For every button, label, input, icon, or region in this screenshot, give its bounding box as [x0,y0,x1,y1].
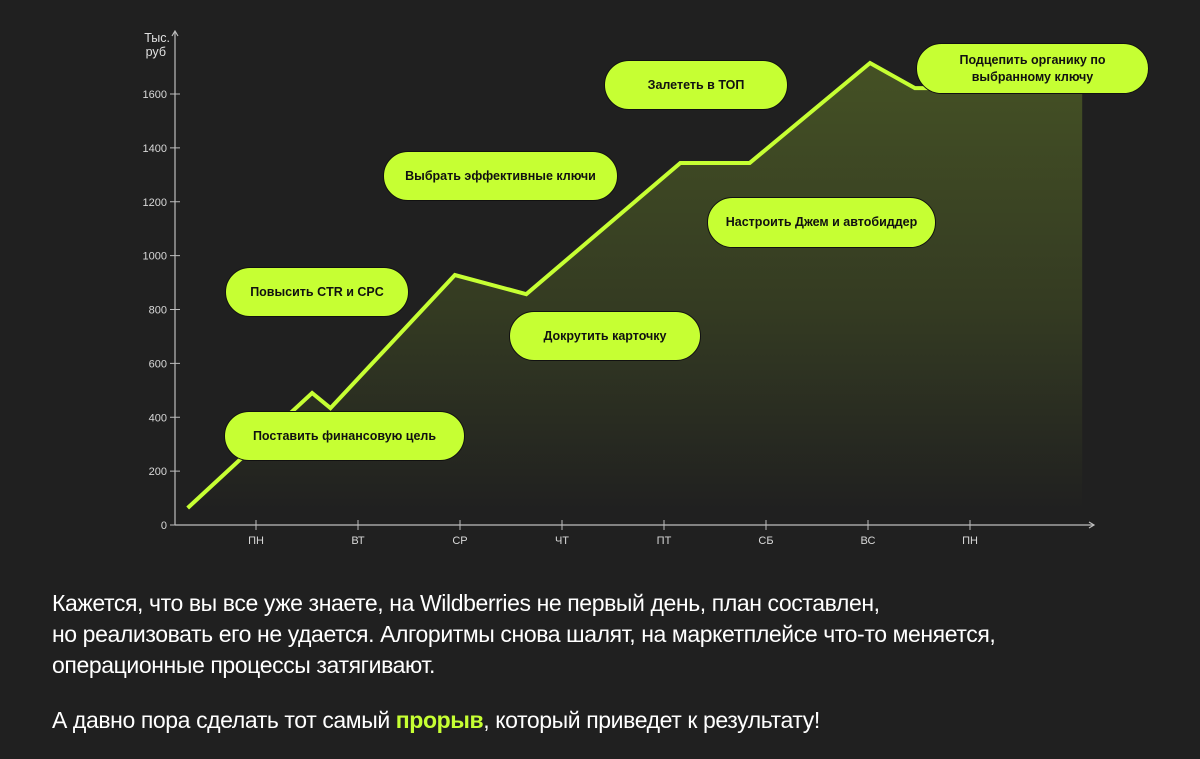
y-tick-label: 1000 [143,251,167,263]
y-tick-label: 400 [149,412,167,424]
y-axis-arrow-icon [171,29,179,37]
x-tick-label: СР [452,535,467,547]
annotation-jam-autobidder: Настроить Джем и автобиддер [707,197,936,248]
x-tick-label: ЧТ [555,535,569,547]
x-tick-label: ПН [962,535,978,547]
y-tick-label: 200 [149,466,167,478]
series-line [186,60,1083,510]
y-tick-label: 1600 [143,89,167,101]
intro-line-3: операционные процессы затягивают. [52,652,435,678]
y-axis-label-line2: руб [146,45,166,59]
annotation-keywords: Выбрать эффективные ключи [383,151,618,201]
x-axis-arrow-icon [1088,521,1096,529]
y-tick-label: 600 [149,358,167,370]
area-fill [187,63,1083,511]
x-tick-label: ВТ [351,535,365,547]
intro-line-1: Кажется, что вы все уже знаете, на Wildb… [52,590,880,616]
annotation-ctr-cpc: Повысить CTR и CPC [225,267,409,317]
intro-line-2: но реализовать его не удается. Алгоритмы… [52,621,996,647]
annotation-financial-goal: Поставить финансовую цель [224,411,465,461]
y-tick-label: 1200 [143,197,167,209]
annotation-organic: Подцепить органику по выбранному ключу [916,43,1149,94]
growth-chart: Тыс. руб 0 200 400 600 800 1000 1200 1400 1600 П… [143,29,1096,547]
intro-line-4: А давно пора сделать тот самый прорыв, к… [52,705,820,736]
line4-start: А давно пора сделать тот самый [52,707,396,733]
y-tick-label: 1400 [143,143,167,155]
annotation-top: Залететь в ТОП [604,60,788,110]
y-tick-label: 0 [161,520,167,532]
line4-end: , который приведет к результату! [483,707,820,733]
y-axis-label-line1: Тыс. [144,31,170,45]
annotation-card: Докрутить карточку [509,311,701,361]
accent-word: прорыв [395,707,484,733]
axes: Тыс. руб [144,29,1096,529]
x-tick-label: ПН [248,535,264,547]
y-tick-label: 800 [149,305,167,317]
x-tick-label: ВС [861,535,876,547]
x-tick-label: СБ [758,535,773,547]
x-tick-label: ПТ [657,535,672,547]
